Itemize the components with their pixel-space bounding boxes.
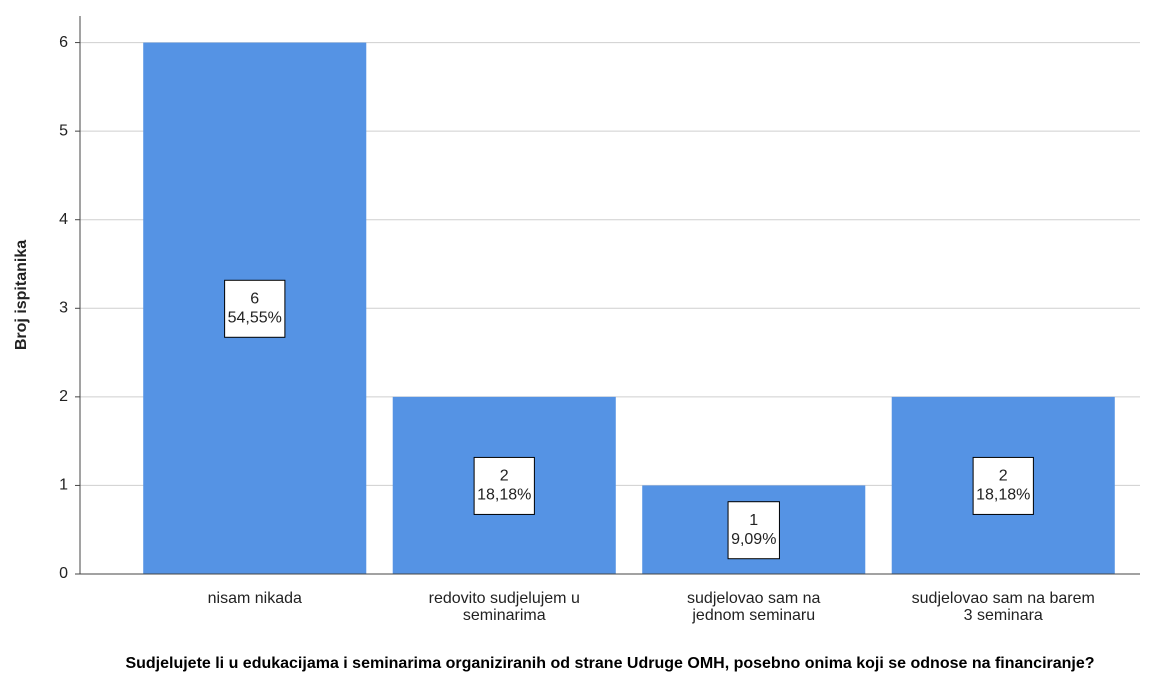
- data-label-percent: 9,09%: [731, 531, 776, 548]
- x-axis-title: Sudjelujete li u edukacijama i seminarim…: [125, 655, 1095, 672]
- y-tick-label: 1: [59, 477, 68, 494]
- y-tick-label: 6: [59, 34, 68, 51]
- x-tick-label: sudjelovao sam na barem 3 seminara: [911, 590, 1095, 624]
- x-tick-label: redovito sudjelujem u seminarima: [428, 590, 580, 624]
- data-label-percent: 18,18%: [477, 487, 531, 504]
- y-tick-label: 3: [59, 300, 68, 317]
- data-label-box: [473, 456, 535, 515]
- y-axis-title: Broj ispitanika: [13, 240, 30, 350]
- y-tick-label: 4: [59, 211, 68, 228]
- data-label-box: [727, 501, 780, 560]
- y-tick-label: 0: [59, 565, 68, 582]
- data-label-box: [972, 456, 1034, 515]
- x-tick-label: nisam nikada: [207, 590, 302, 607]
- data-label: 2: [500, 468, 509, 485]
- data-label-percent: 18,18%: [976, 487, 1030, 504]
- x-tick-label: sudjelovao sam na jednom seminaru: [687, 590, 821, 624]
- data-label: 1: [749, 512, 758, 529]
- y-tick-label: 5: [59, 122, 68, 139]
- y-tick-label: 2: [59, 388, 68, 405]
- data-label: 2: [999, 468, 1008, 485]
- data-label-percent: 54,55%: [228, 310, 282, 327]
- data-label-box: [224, 279, 286, 338]
- data-label: 6: [250, 291, 259, 308]
